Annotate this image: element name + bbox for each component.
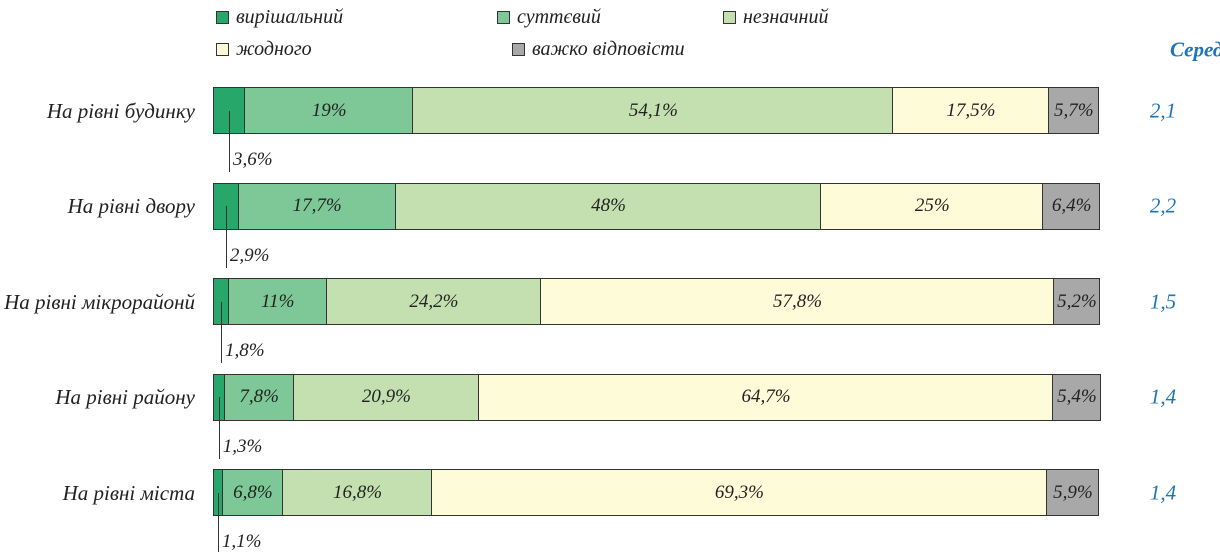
bar-segment [1048,87,1100,134]
value-label: 11% [261,290,295,312]
legend-swatch [216,43,229,56]
bar-segment [893,87,1049,134]
bar-segment [238,182,396,230]
legend-swatch [723,11,736,24]
legend-swatch [512,43,525,56]
bar-segment [432,469,1047,516]
value-label: 1,1% [221,531,262,552]
bar-segment [228,278,327,325]
value-label: 1,3% [222,435,263,457]
value-label: 5,4% [1057,386,1097,407]
legend-label: вирішальний [236,6,344,28]
bar-segment [244,87,414,134]
bar-segment [479,373,1053,421]
bar-segment [1053,278,1100,325]
value-label: 20,9% [361,386,411,407]
category-label: На рівні двору [67,194,195,218]
average-title: Середнє [1170,37,1220,62]
category-label: На рівні будинку [46,98,195,123]
value-label: 5,7% [1054,99,1094,121]
value-label: 3,6% [232,149,273,170]
bar-segment [413,87,894,134]
legend-label: жодного [236,38,312,60]
bar-segment [224,373,294,421]
bar-segment [283,469,433,516]
average-value: 2,1 [1149,98,1177,122]
value-label: 7,8% [239,386,279,407]
bar-segment [1052,373,1101,421]
value-label: 1,8% [224,340,265,361]
average-value: 1,5 [1149,289,1177,313]
value-label: 48% [591,195,627,216]
bar-segment [395,182,822,230]
legend-label: незначний [743,6,829,28]
bar-segment [1046,469,1100,516]
average-value: 2,2 [1149,193,1177,218]
legend-label: важко відповісти [532,38,685,60]
value-label: 17,5% [946,99,996,121]
value-label: 64,7% [741,386,791,407]
average-value: 1,4 [1149,480,1177,504]
legend-label: суттєвий [517,6,601,28]
leader-line [217,492,219,552]
value-label: 19% [311,99,347,121]
category-label: На рівні міста [62,480,195,505]
value-label: 57,8% [772,290,823,312]
value-label: 5,2% [1057,290,1097,312]
bar-segment [293,373,480,421]
value-label: 2,9% [229,244,270,266]
value-label: 24,2% [409,290,459,312]
value-label: 16,8% [333,481,383,503]
value-label: 6,4% [1051,195,1092,216]
value-label: 17,7% [292,195,342,216]
bar-segment [821,182,1044,230]
value-label: 6,8% [233,481,273,503]
legend-swatch [216,11,229,24]
value-label: 69,3% [714,481,764,503]
value-label: 25% [914,195,950,216]
leader-line [228,110,230,172]
leader-line [218,397,220,459]
value-label: 54,1% [628,99,678,121]
bar-segment [222,469,284,516]
legend-swatch [497,11,510,24]
bar-segment [326,278,542,325]
category-label: На рівні району [55,385,195,409]
category-label: На рівні мікрорайонй [4,289,195,314]
leader-line [220,301,222,363]
leader-line [225,206,227,268]
average-value: 1,4 [1149,384,1177,409]
value-label: 5,9% [1053,481,1093,503]
bar-segment [1043,182,1100,230]
bar-segment [541,278,1054,325]
